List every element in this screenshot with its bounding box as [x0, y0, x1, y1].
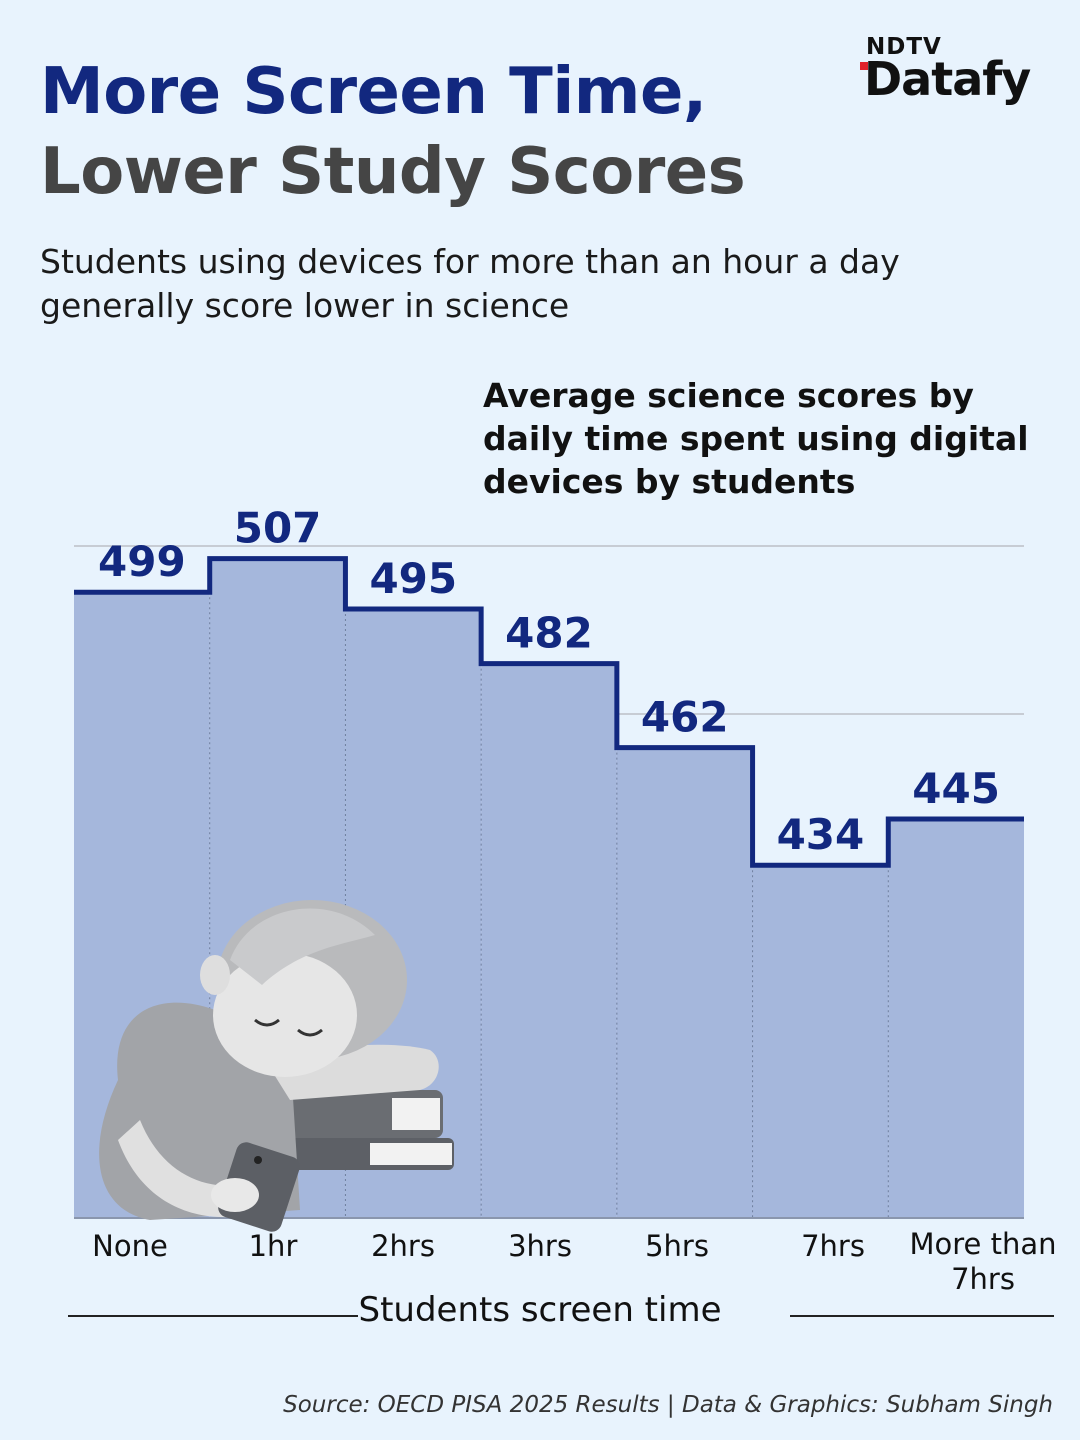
area-segment	[481, 663, 617, 1218]
x-tick-label: More than 7hrs	[909, 1227, 1056, 1296]
chart-description: Average science scores by daily time spe…	[483, 376, 1029, 501]
phone-camera-icon	[254, 1156, 262, 1164]
title-line-1: More Screen Time,	[40, 55, 707, 129]
x-tick-label: 2hrs	[371, 1229, 435, 1263]
axis-title-rule-right	[790, 1315, 1054, 1317]
step-line	[74, 556, 1024, 868]
source-credit: Source: OECD PISA 2025 Results | Data & …	[283, 1392, 1053, 1418]
logo-ndtv-text: NDTV	[866, 34, 942, 60]
area-segment	[888, 819, 1024, 1218]
student-face-icon	[213, 953, 357, 1077]
science-scores-step-chart: 499 507 495 482 462 434 445 None 1hr 2hrs 3hrs 5hr…	[74, 504, 1057, 1296]
closed-eye-icon	[254, 1018, 280, 1027]
book-top-pages	[392, 1098, 440, 1130]
data-label: 445	[912, 764, 1000, 813]
data-label: 462	[641, 693, 729, 742]
x-tick-label: 7hrs	[801, 1229, 865, 1263]
area-segment	[752, 865, 889, 1218]
data-label: 495	[369, 554, 457, 603]
axis-title-rule-left	[68, 1315, 358, 1317]
area-segment	[616, 747, 753, 1218]
x-tick-label: 5hrs	[645, 1229, 709, 1263]
logo-dot-icon	[860, 62, 868, 70]
book-bottom-pages	[370, 1143, 452, 1165]
sleeping-student-illustration	[99, 900, 454, 1232]
title-line-2: Lower Study Scores	[40, 135, 746, 209]
x-tick-label: 3hrs	[508, 1229, 572, 1263]
student-fringe-icon	[230, 908, 375, 985]
data-label: 499	[98, 537, 186, 586]
data-label: 482	[505, 609, 593, 658]
logo-datafy-text: Datafy	[864, 52, 1031, 106]
x-tick-label: None	[92, 1229, 168, 1263]
data-label: 434	[777, 810, 865, 859]
data-label: 507	[234, 504, 322, 553]
x-axis-title: Students screen time	[358, 1290, 722, 1330]
closed-eye-icon	[297, 1028, 323, 1037]
step-line-layer	[74, 556, 1024, 868]
student-ear-icon	[200, 955, 230, 995]
subtitle: Students using devices for more than an …	[40, 242, 900, 325]
data-labels-layer: 499 507 495 482 462 434 445	[98, 504, 1000, 860]
x-tick-labels-layer: None 1hr 2hrs 3hrs 5hrs 7hrs More than 7hrs	[92, 1227, 1056, 1296]
student-hand-icon	[211, 1178, 259, 1212]
ndtv-datafy-logo: NDTV Datafy	[860, 32, 1060, 112]
x-tick-label: 1hr	[249, 1229, 298, 1263]
